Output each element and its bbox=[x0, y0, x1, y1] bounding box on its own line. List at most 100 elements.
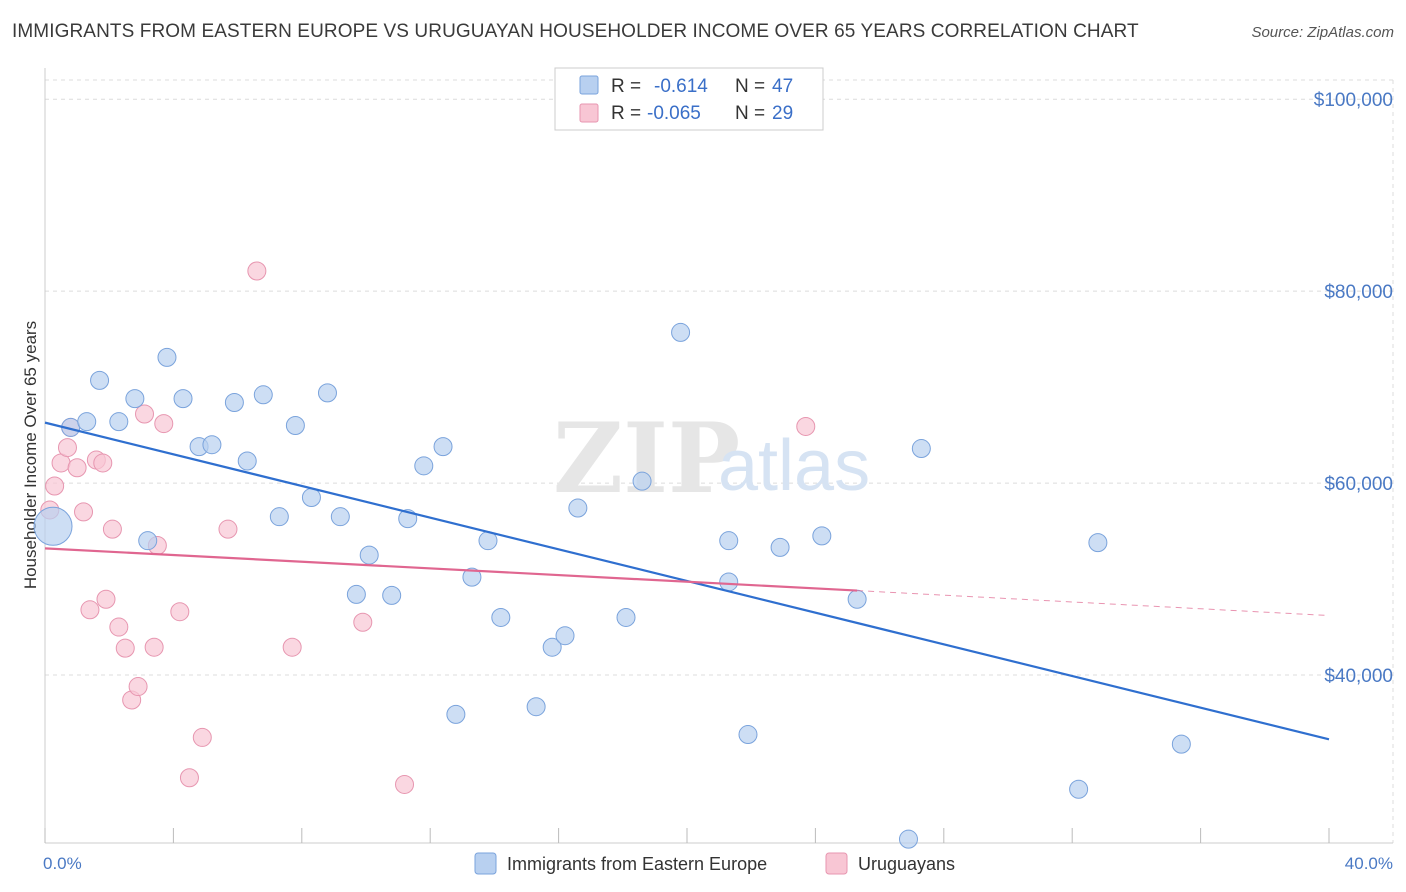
y-tick-label-1: $60,000 bbox=[1324, 474, 1393, 495]
point-immigrants-45 bbox=[1088, 533, 1108, 553]
point-immigrants-0 bbox=[33, 506, 73, 546]
point-immigrants-7 bbox=[157, 347, 177, 367]
point-immigrants-46 bbox=[1171, 734, 1191, 754]
grid bbox=[45, 79, 1394, 843]
y-tick-label-2: $80,000 bbox=[1324, 282, 1393, 303]
point-immigrants-20 bbox=[346, 584, 366, 604]
point-uruguayans-19 bbox=[154, 414, 174, 434]
series-legend-label-blue: Immigrants from Eastern Europe bbox=[507, 854, 767, 874]
point-immigrants-26 bbox=[462, 567, 482, 587]
point-uruguayans-9 bbox=[93, 453, 113, 473]
point-uruguayans-6 bbox=[74, 502, 94, 522]
point-immigrants-25 bbox=[446, 704, 466, 724]
point-immigrants-8 bbox=[173, 389, 193, 409]
point-immigrants-34 bbox=[632, 471, 652, 491]
point-uruguayans-7 bbox=[80, 600, 100, 620]
trend-lines bbox=[44, 421, 1330, 741]
y-tick-label-3: $100,000 bbox=[1314, 90, 1393, 111]
legend-r-value-2: -0.065 bbox=[647, 103, 701, 124]
point-immigrants-18 bbox=[330, 507, 350, 527]
point-immigrants-3 bbox=[90, 370, 110, 390]
y-axis-title: Householder Income Over 65 years bbox=[21, 321, 40, 589]
point-uruguayans-17 bbox=[144, 637, 164, 657]
point-immigrants-43 bbox=[898, 829, 918, 849]
watermark-zip: ZIP bbox=[553, 402, 740, 515]
point-immigrants-4 bbox=[109, 412, 129, 432]
point-uruguayans-28 bbox=[796, 416, 816, 436]
point-immigrants-31 bbox=[555, 626, 575, 646]
trend-uruguayans-extension bbox=[857, 590, 1330, 617]
point-uruguayans-25 bbox=[282, 637, 302, 657]
point-immigrants-13 bbox=[253, 385, 273, 405]
point-uruguayans-26 bbox=[353, 612, 373, 632]
point-immigrants-6 bbox=[138, 531, 158, 551]
legend-n-label-1: N = bbox=[735, 76, 765, 97]
series-legend-label-pink: Uruguayans bbox=[858, 854, 955, 874]
y-tick-label-0: $40,000 bbox=[1324, 666, 1393, 687]
point-immigrants-29 bbox=[526, 697, 546, 717]
point-uruguayans-3 bbox=[57, 438, 77, 458]
point-immigrants-2 bbox=[77, 412, 97, 432]
legend-swatch-blue bbox=[579, 75, 599, 95]
point-immigrants-35 bbox=[671, 322, 691, 342]
point-uruguayans-21 bbox=[179, 768, 199, 788]
point-uruguayans-5 bbox=[67, 458, 87, 478]
legend-box bbox=[554, 67, 824, 131]
point-immigrants-5 bbox=[125, 389, 145, 409]
watermark: ZIP atlas bbox=[553, 402, 870, 515]
point-immigrants-33 bbox=[616, 607, 636, 627]
point-immigrants-37 bbox=[719, 531, 739, 551]
point-immigrants-10 bbox=[202, 435, 222, 455]
point-immigrants-41 bbox=[847, 589, 867, 609]
legend-r-value-1: -0.614 bbox=[654, 76, 708, 97]
legend-r-label-2: R = bbox=[611, 103, 641, 124]
point-uruguayans-24 bbox=[247, 261, 267, 281]
point-uruguayans-15 bbox=[128, 677, 148, 697]
point-immigrants-32 bbox=[568, 498, 588, 518]
point-immigrants-14 bbox=[269, 507, 289, 527]
legend-n-value-2: 29 bbox=[772, 103, 793, 124]
point-uruguayans-12 bbox=[109, 617, 129, 637]
chart-title: IMMIGRANTS FROM EASTERN EUROPE VS URUGUA… bbox=[12, 21, 1139, 42]
legend-r-label-1: R = bbox=[611, 76, 641, 97]
point-immigrants-15 bbox=[285, 416, 305, 436]
point-immigrants-17 bbox=[317, 383, 337, 403]
point-immigrants-30 bbox=[542, 637, 562, 657]
point-immigrants-42 bbox=[911, 439, 931, 459]
point-immigrants-23 bbox=[414, 456, 434, 476]
source-credit: Source: ZipAtlas.com bbox=[1251, 24, 1394, 41]
legend-n-label-2: N = bbox=[735, 103, 765, 124]
point-immigrants-44 bbox=[1069, 779, 1089, 799]
point-uruguayans-16 bbox=[135, 404, 155, 424]
point-uruguayans-27 bbox=[395, 774, 415, 794]
series-legend: Immigrants from Eastern Europe Uruguayan… bbox=[474, 852, 955, 875]
point-immigrants-28 bbox=[491, 607, 511, 627]
point-uruguayans-1 bbox=[45, 476, 65, 496]
point-uruguayans-23 bbox=[218, 519, 238, 539]
point-immigrants-40 bbox=[812, 526, 832, 546]
point-uruguayans-13 bbox=[115, 638, 135, 658]
point-immigrants-19 bbox=[359, 545, 379, 565]
point-immigrants-24 bbox=[433, 437, 453, 457]
watermark-atlas: atlas bbox=[718, 426, 870, 506]
point-immigrants-39 bbox=[770, 537, 790, 557]
y-tick-labels: $40,000 $60,000 $80,000 $100,000 bbox=[1314, 90, 1393, 687]
series-uruguayans bbox=[40, 261, 816, 794]
legend-swatch-pink bbox=[579, 103, 599, 123]
point-immigrants-36 bbox=[719, 572, 739, 592]
point-uruguayans-22 bbox=[192, 727, 212, 747]
point-uruguayans-20 bbox=[170, 602, 190, 622]
trend-uruguayans-line bbox=[44, 547, 858, 592]
correlation-legend: R = -0.614 N = 47 R = -0.065 N = 29 bbox=[554, 67, 824, 131]
point-uruguayans-11 bbox=[102, 519, 122, 539]
axes bbox=[44, 68, 1393, 844]
x-tick-label-left: 0.0% bbox=[43, 854, 82, 873]
x-tick-label-right: 40.0% bbox=[1345, 854, 1393, 873]
point-immigrants-38 bbox=[738, 725, 758, 745]
point-immigrants-12 bbox=[237, 451, 257, 471]
series-legend-swatch-blue bbox=[474, 852, 497, 875]
point-immigrants-11 bbox=[224, 392, 244, 412]
point-immigrants-16 bbox=[301, 487, 321, 507]
point-uruguayans-10 bbox=[96, 589, 116, 609]
